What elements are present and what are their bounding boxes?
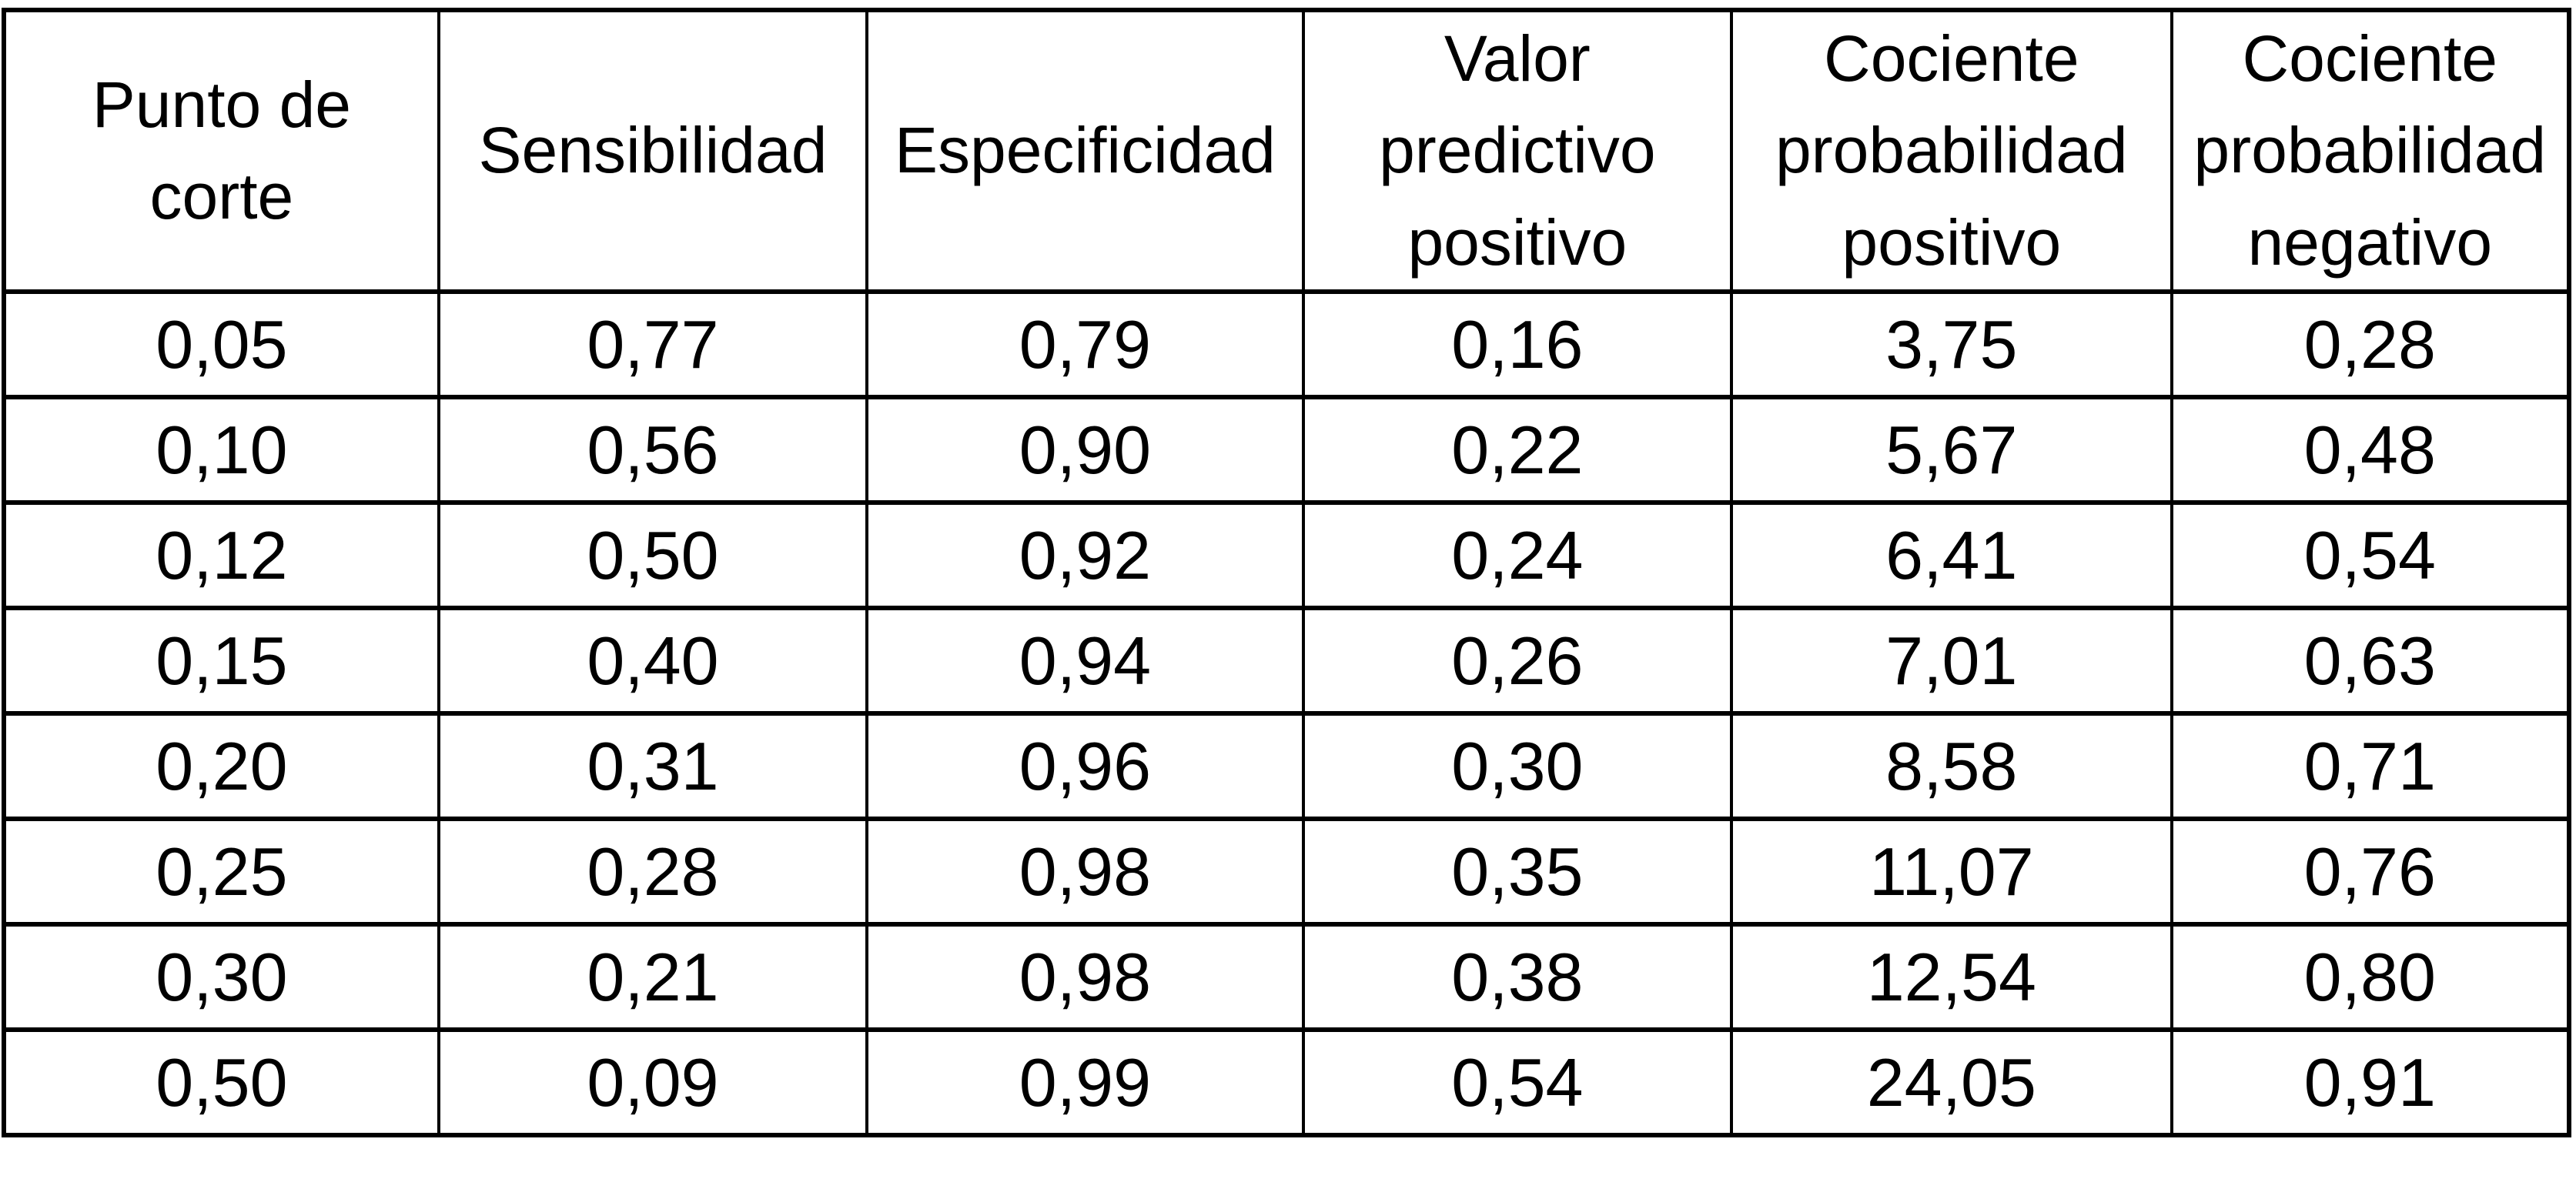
cell-sensibilidad: 0,28	[437, 817, 869, 927]
table-row: 0,30 0,21 0,98 0,38 12,54 0,80	[2, 922, 2571, 1032]
cell-sensibilidad: 0,21	[437, 922, 869, 1032]
cell-sensibilidad: 0,50	[437, 500, 869, 610]
cell-punto-de-corte: 0,50	[2, 1027, 440, 1137]
header-punto-de-corte: Punto de corte	[2, 8, 440, 294]
cell-especificidad: 0,98	[865, 922, 1305, 1032]
cell-cp-negativo: 0,54	[2170, 500, 2571, 610]
diagnostic-stats-table: Punto de corte Sensibilidad Especificida…	[2, 8, 2571, 1137]
cell-vpp: 0,16	[1301, 289, 1734, 399]
table-row: 0,15 0,40 0,94 0,26 7,01 0,63	[2, 606, 2571, 716]
cell-cp-positivo: 24,05	[1730, 1027, 2173, 1137]
cell-sensibilidad: 0,56	[437, 395, 869, 505]
cell-cp-negativo: 0,91	[2170, 1027, 2571, 1137]
cell-cp-positivo: 11,07	[1730, 817, 2173, 927]
cell-especificidad: 0,79	[865, 289, 1305, 399]
cell-cp-positivo: 8,58	[1730, 711, 2173, 821]
cell-vpp: 0,30	[1301, 711, 1734, 821]
cell-cp-positivo: 5,67	[1730, 395, 2173, 505]
cell-sensibilidad: 0,40	[437, 606, 869, 716]
cell-cp-positivo: 6,41	[1730, 500, 2173, 610]
header-row: Punto de corte Sensibilidad Especificida…	[2, 8, 2571, 294]
cell-punto-de-corte: 0,12	[2, 500, 440, 610]
header-valor-predictivo-positivo: Valor predictivo positivo	[1301, 8, 1734, 294]
cell-cp-negativo: 0,48	[2170, 395, 2571, 505]
cell-sensibilidad: 0,77	[437, 289, 869, 399]
cell-especificidad: 0,92	[865, 500, 1305, 610]
cell-cp-positivo: 3,75	[1730, 289, 2173, 399]
cell-especificidad: 0,99	[865, 1027, 1305, 1137]
cell-sensibilidad: 0,31	[437, 711, 869, 821]
cell-punto-de-corte: 0,25	[2, 817, 440, 927]
header-especificidad: Especificidad	[865, 8, 1305, 294]
cell-punto-de-corte: 0,10	[2, 395, 440, 505]
cell-cp-negativo: 0,71	[2170, 711, 2571, 821]
table-row: 0,10 0,56 0,90 0,22 5,67 0,48	[2, 395, 2571, 505]
cell-punto-de-corte: 0,05	[2, 289, 440, 399]
cell-cp-negativo: 0,76	[2170, 817, 2571, 927]
table-row: 0,20 0,31 0,96 0,30 8,58 0,71	[2, 711, 2571, 821]
table-row: 0,05 0,77 0,79 0,16 3,75 0,28	[2, 289, 2571, 399]
cell-especificidad: 0,94	[865, 606, 1305, 716]
cell-cp-positivo: 7,01	[1730, 606, 2173, 716]
cell-vpp: 0,38	[1301, 922, 1734, 1032]
cell-cp-negativo: 0,63	[2170, 606, 2571, 716]
diagnostic-stats-table-container: Punto de corte Sensibilidad Especificida…	[2, 8, 2571, 1137]
cell-punto-de-corte: 0,15	[2, 606, 440, 716]
cell-punto-de-corte: 0,30	[2, 922, 440, 1032]
cell-cp-positivo: 12,54	[1730, 922, 2173, 1032]
cell-especificidad: 0,98	[865, 817, 1305, 927]
cell-vpp: 0,35	[1301, 817, 1734, 927]
cell-punto-de-corte: 0,20	[2, 711, 440, 821]
header-cociente-probabilidad-positivo: Cociente probabilidad positivo	[1730, 8, 2173, 294]
table-row: 0,12 0,50 0,92 0,24 6,41 0,54	[2, 500, 2571, 610]
table-row: 0,25 0,28 0,98 0,35 11,07 0,76	[2, 817, 2571, 927]
cell-vpp: 0,54	[1301, 1027, 1734, 1137]
cell-sensibilidad: 0,09	[437, 1027, 869, 1137]
cell-cp-negativo: 0,28	[2170, 289, 2571, 399]
cell-vpp: 0,24	[1301, 500, 1734, 610]
cell-vpp: 0,26	[1301, 606, 1734, 716]
header-sensibilidad: Sensibilidad	[437, 8, 869, 294]
header-cociente-probabilidad-negativo: Cociente probabilidad negativo	[2170, 8, 2571, 294]
cell-cp-negativo: 0,80	[2170, 922, 2571, 1032]
cell-vpp: 0,22	[1301, 395, 1734, 505]
cell-especificidad: 0,96	[865, 711, 1305, 821]
table-row: 0,50 0,09 0,99 0,54 24,05 0,91	[2, 1027, 2571, 1137]
cell-especificidad: 0,90	[865, 395, 1305, 505]
